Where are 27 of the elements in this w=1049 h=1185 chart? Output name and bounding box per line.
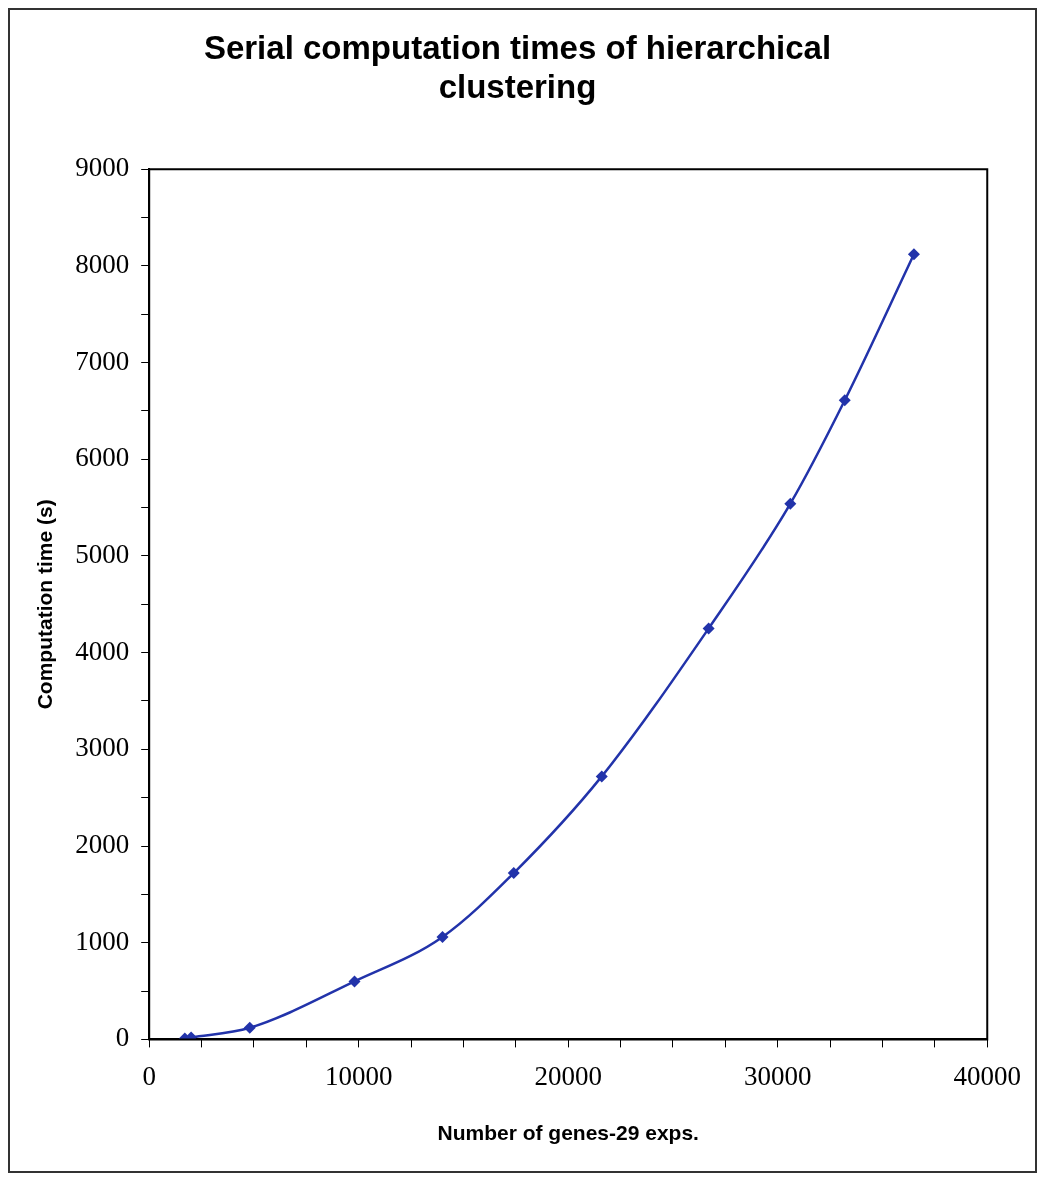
x-tick-label: 0 <box>142 1060 156 1091</box>
point <box>784 497 797 510</box>
y-tick-label: 5000 <box>75 539 130 570</box>
y-tick-label: 1000 <box>75 925 130 956</box>
y-tick-label: 3000 <box>75 732 130 763</box>
x-axis-title: Number of genes-29 exps. <box>437 1121 699 1145</box>
y-tick-label: 4000 <box>75 635 130 666</box>
point <box>838 394 851 407</box>
y-tick-label: 8000 <box>75 248 130 279</box>
point <box>436 930 449 943</box>
x-tick-label: 40000 <box>953 1060 1021 1091</box>
x-tick-label: 10000 <box>324 1060 393 1091</box>
point <box>702 622 715 635</box>
y-tick-label: 6000 <box>75 442 130 473</box>
chart-title: Serial computation times of hierarchical clustering <box>203 28 832 106</box>
x-tick-label: 30000 <box>743 1060 812 1091</box>
point <box>348 975 361 988</box>
point <box>595 770 608 783</box>
y-tick-label: 7000 <box>75 345 130 376</box>
y-tick-label: 2000 <box>75 829 130 860</box>
y-tick-label: 9000 <box>75 152 130 183</box>
point <box>907 248 920 261</box>
x-tick-label: 20000 <box>534 1060 602 1091</box>
point <box>243 1021 256 1034</box>
point <box>507 867 520 880</box>
y-axis-title: Computation time (s) <box>33 499 57 710</box>
y-tick-label: 0 <box>115 1022 130 1053</box>
